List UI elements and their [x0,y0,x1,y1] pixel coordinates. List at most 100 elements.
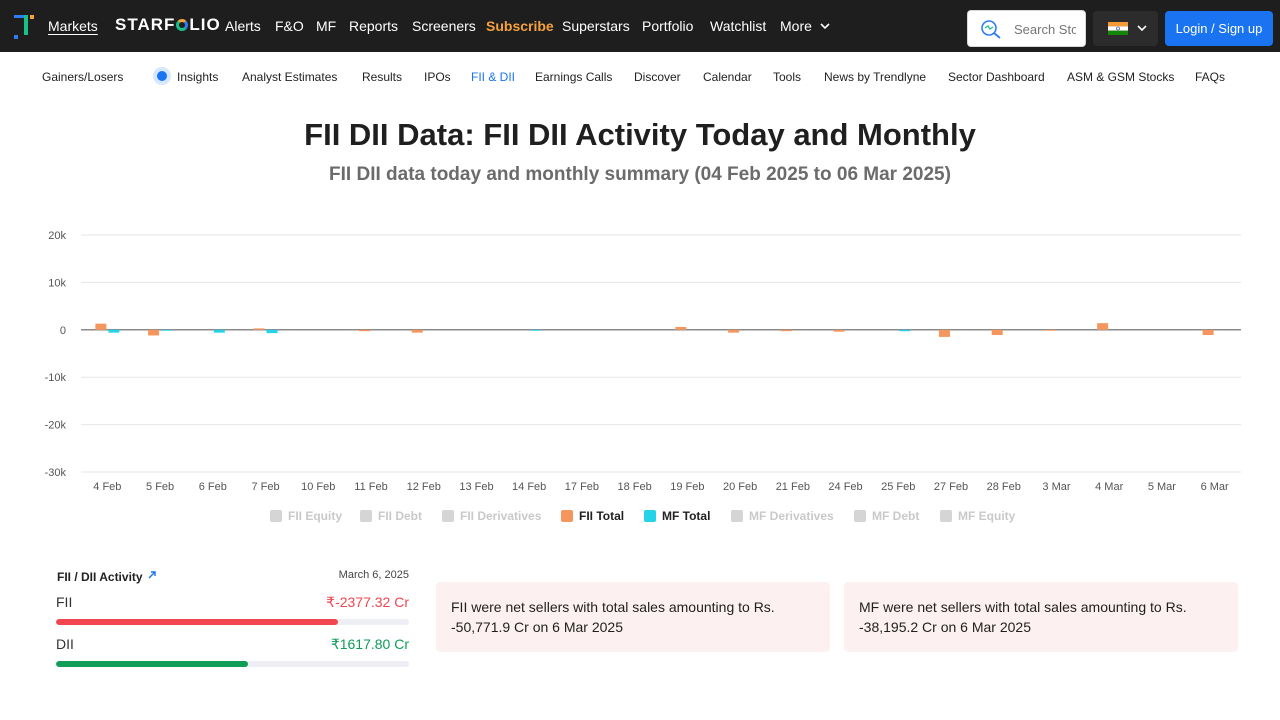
x-tick-label: 12 Feb [407,481,441,493]
subnav-sector-dashboard[interactable]: Sector Dashboard [948,70,1045,84]
nav-alerts[interactable]: Alerts [225,18,261,34]
subnav-discover[interactable]: Discover [634,70,681,84]
bar-fii-total [991,329,1003,336]
nav-fno[interactable]: F&O [275,18,304,34]
y-tick-label: -30k [45,467,67,479]
external-link-arrow-icon[interactable] [147,570,157,580]
activity-title[interactable]: FII / DII Activity [57,570,143,584]
chevron-down-icon [1137,25,1147,32]
chevron-down-icon [820,23,830,30]
x-tick-label: 20 Feb [723,481,757,493]
subnav-tools[interactable]: Tools [773,70,802,84]
search-box[interactable] [967,10,1086,47]
bar-fii-total [359,329,370,332]
y-tick-label: 10k [48,277,66,289]
bar-mf-total [530,329,542,331]
bar-fii-total [411,329,423,333]
x-tick-label: 5 Mar [1148,481,1176,493]
nav-superstars[interactable]: Superstars [562,18,630,34]
bar-fii-total [780,329,792,332]
bar-mf-total [213,329,225,333]
x-tick-label: 4 Mar [1095,481,1123,493]
nav-mf[interactable]: MF [316,18,337,34]
nav-more[interactable]: More [780,17,830,35]
x-tick-label: 5 Feb [146,481,174,493]
x-tick-label: 11 Feb [354,481,387,493]
x-tick-label: 24 Feb [828,481,862,493]
india-flag-icon [1108,22,1128,35]
subnav-fii-dii[interactable]: FII & DII [471,70,516,84]
dii-value: ₹1617.80 Cr [330,636,409,652]
subnav-calendar[interactable]: Calendar [703,70,752,84]
nav-watchlist[interactable]: Watchlist [710,18,767,34]
login-signup-button[interactable]: Login / Sign up [1165,11,1273,46]
bar-fii-total [1044,329,1056,331]
subnav-earnings-calls[interactable]: Earnings Calls [535,70,613,84]
brand-o-icon [176,19,189,31]
subnav-insights[interactable]: Insights [177,70,219,84]
mf-summary-box: MF were net sellers with total sales amo… [844,582,1238,652]
dii-label: DII [56,636,74,652]
top-navbar: Markets STARF LIO Alerts F&O MF Reports S… [0,0,1280,52]
starfolio-logo-icon[interactable] [12,13,36,41]
fii-dii-bar-chart: 20k 10k 0 -10k -20k -30k 4 Feb 5 Feb 6 Feb 7 Feb 1… [45,230,1241,493]
search-input[interactable] [1014,20,1076,38]
bar-fii-total [939,329,950,337]
subnav-ipos[interactable]: IPOs [424,70,451,84]
legend-swatch [731,510,743,522]
x-tick-label: 25 Feb [881,481,915,493]
bar-fii-total [148,329,160,336]
x-tick-label: 17 Feb [565,481,599,493]
subnav-results[interactable]: Results [362,70,403,84]
nav-screeners[interactable]: Screeners [412,18,476,34]
x-tick-label: 14 Feb [512,481,546,493]
legend-label: FII Equity [288,509,342,523]
y-tick-label: -20k [45,420,67,432]
brand-text-end: LIO [189,15,221,34]
x-tick-label: 13 Feb [459,481,493,493]
legend-label: MF Derivatives [749,509,834,523]
x-tick-label: 21 Feb [776,481,810,493]
subnav-gainers-losers[interactable]: Gainers/Losers [42,70,124,84]
nav-reports[interactable]: Reports [349,18,399,34]
x-tick-label: 18 Feb [618,481,652,493]
bar-mf-total [161,329,173,331]
legend-swatch [360,510,372,522]
y-tick-label: 20k [48,230,66,242]
legend-swatch [561,510,573,522]
legend-label: MF Total [662,509,711,523]
subnav-faqs[interactable]: FAQs [1195,70,1226,84]
legend-label: FII Total [579,509,625,523]
activity-date: March 6, 2025 [338,569,409,581]
fii-label: FII [56,594,73,610]
bar-mf-total [899,329,911,332]
legend-label: FII Derivatives [460,509,542,523]
country-selector[interactable] [1093,11,1158,46]
bar-fii-total [833,329,845,332]
x-tick-label: 6 Feb [199,481,227,493]
legend-label: MF Equity [958,509,1016,523]
subnav-news-by-trendlyne[interactable]: News by Trendlyne [824,70,927,84]
fii-progress-bar [56,619,409,625]
legend-swatch [442,510,454,522]
starfolio-brand[interactable]: STARF LIO [115,15,221,35]
x-tick-label: 19 Feb [670,481,704,493]
nav-portfolio[interactable]: Portfolio [642,18,694,34]
dii-progress-fill [56,661,249,667]
fii-progress-fill [56,619,339,625]
x-tick-label: 27 Feb [934,481,968,493]
legend-label: FII Debt [378,509,422,523]
y-tick-label: 0 [60,325,66,337]
bar-fii-total [675,326,687,330]
fii-summary-box: FII were net sellers with total sales am… [436,582,830,652]
bar-fii-total [728,329,740,333]
nav-subscribe[interactable]: Subscribe [486,18,554,34]
nav-more-label: More [780,18,812,34]
y-tick-label: -10k [45,372,67,384]
bar-fii-total [95,323,107,330]
nav-markets[interactable]: Markets [48,18,98,34]
subnav-analyst-estimates[interactable]: Analyst Estimates [242,70,338,84]
bar-fii-total [1202,329,1214,336]
x-tick-label: 10 Feb [301,481,335,493]
subnav-asm-gsm-stocks[interactable]: ASM & GSM Stocks [1067,70,1175,84]
